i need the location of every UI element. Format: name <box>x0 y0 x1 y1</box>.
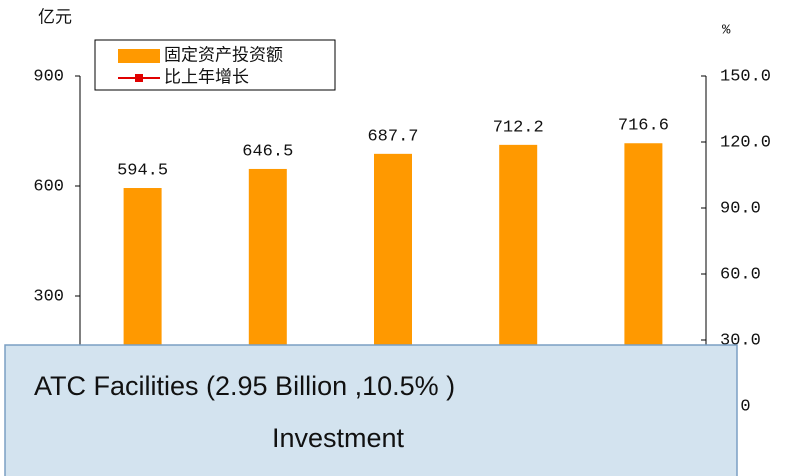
y2-tick-label: 60.0 <box>720 265 761 284</box>
data-label: 594.5 <box>117 162 168 181</box>
legend-marker <box>135 74 143 82</box>
y2-tick-label: 150.0 <box>720 67 771 86</box>
note-text: Investment <box>272 423 405 453</box>
legend-label: 固定资产投资额 <box>164 45 283 66</box>
y2-axis-label: % <box>722 23 731 39</box>
data-label: 646.5 <box>242 142 293 161</box>
data-label: 716.6 <box>618 117 669 136</box>
legend-swatch <box>118 49 160 63</box>
y2-tick-label: 120.0 <box>720 133 771 152</box>
legend-label: 比上年增长 <box>164 67 249 88</box>
data-label: 687.7 <box>367 127 418 146</box>
y-axis-label: 亿元 <box>38 7 72 28</box>
y-tick-label: 600 <box>33 177 64 196</box>
note-text: ATC Facilities (2.95 Billion ,10.5% ) <box>34 371 455 401</box>
y2-tick-label: 90.0 <box>720 199 761 218</box>
note-box <box>4 344 738 476</box>
y-tick-label: 900 <box>33 67 64 86</box>
y-tick-label: 300 <box>33 287 64 306</box>
data-label: 712.2 <box>493 118 544 137</box>
